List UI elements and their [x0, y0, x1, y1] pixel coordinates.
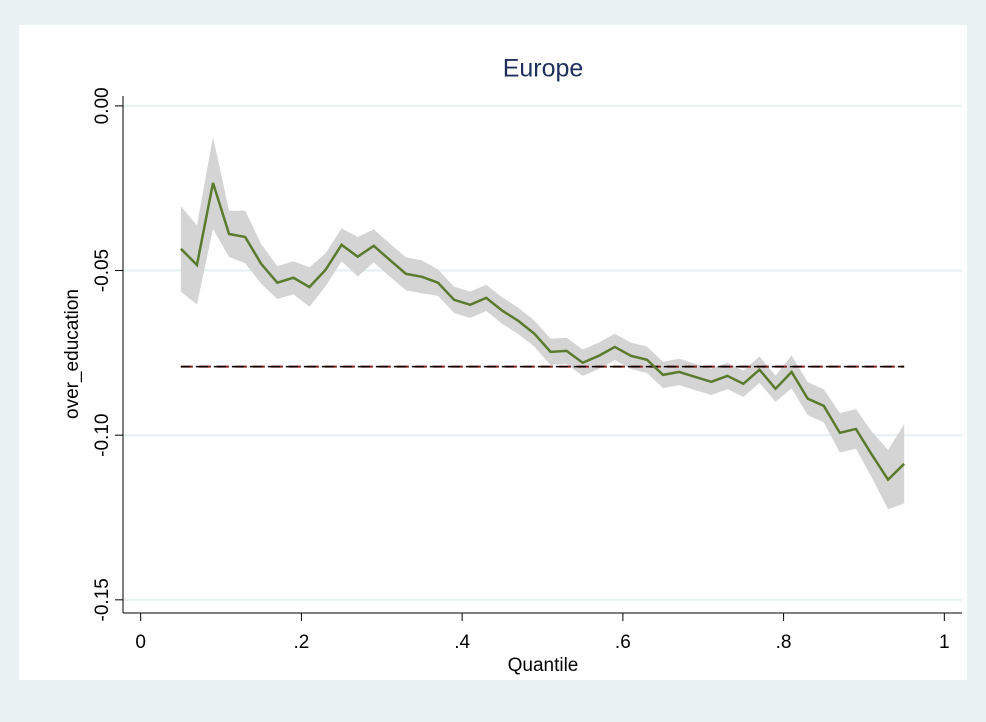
y-tick-label: 0.00 — [92, 87, 113, 124]
x-tick-label: .2 — [293, 632, 309, 653]
x-tick-label: 1 — [939, 632, 950, 653]
x-tick-label: 0 — [135, 632, 146, 653]
plot-region — [19, 25, 967, 680]
y-tick-label: -0.05 — [92, 249, 113, 292]
x-tick-label: .8 — [776, 632, 792, 653]
chart-title: Europe — [503, 55, 584, 83]
x-tick-label: .4 — [454, 632, 470, 653]
x-tick-label: .6 — [615, 632, 631, 653]
y-tick-label: -0.15 — [92, 578, 113, 621]
x-axis-title: Quantile — [508, 655, 579, 676]
data-line — [179, 182, 906, 482]
y-axis-title: over_education — [62, 289, 83, 419]
y-tick-label: -0.10 — [92, 414, 113, 457]
